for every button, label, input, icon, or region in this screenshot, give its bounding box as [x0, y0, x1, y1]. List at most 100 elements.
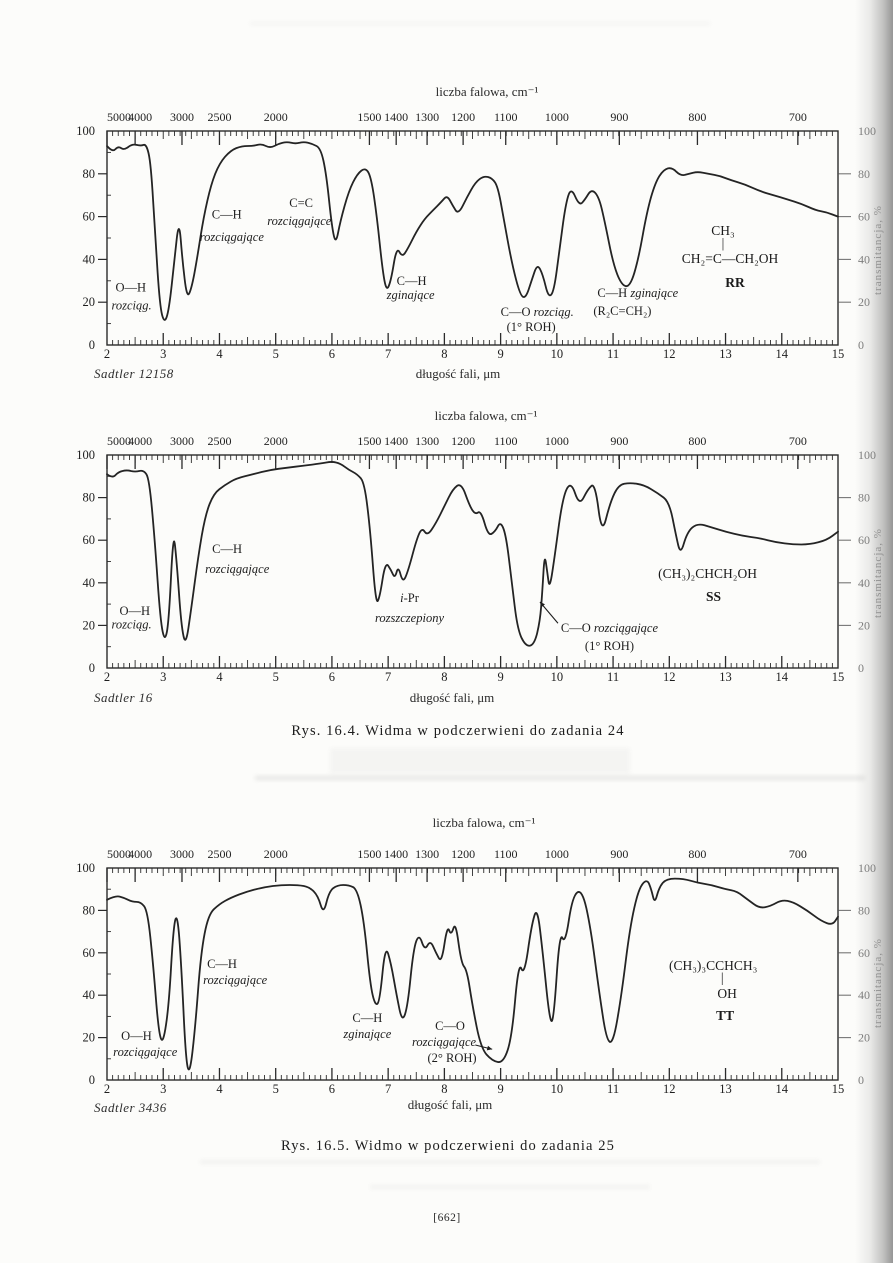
transmittance-tick-label: 20	[83, 295, 96, 309]
transmittance-tick-label: 60	[83, 946, 96, 960]
transmittance-tick-label: 0	[89, 1073, 95, 1087]
wavelength-tick-label: 5	[273, 347, 279, 361]
wavelength-tick-label: 10	[551, 670, 564, 684]
scan-artifact-bleedthrough	[330, 748, 630, 774]
wavenumber-tick-label: 2500	[207, 434, 231, 448]
wavenumber-tick-label: 2500	[207, 110, 231, 124]
page-number: [662]	[433, 1212, 461, 1224]
source-credit: Sadtler 12158	[94, 366, 174, 381]
wavelength-tick-label: 4	[216, 347, 223, 361]
wavenumber-axis-label: liczba falowa, cm⁻¹	[432, 815, 536, 830]
band-annotation: O—H rozciągające	[113, 1029, 178, 1059]
band-annotation-text: (1° ROH)	[585, 639, 634, 653]
band-annotation: C—H rozciągające	[200, 208, 265, 244]
transmittance-tick-label: 80	[83, 491, 96, 505]
wavenumber-tick-label: 900	[610, 847, 628, 861]
band-annotation: C—H rozciągające	[205, 542, 270, 576]
wavelength-axis-label: długość fali, μm	[407, 1097, 493, 1112]
wavenumber-tick-label: 1500	[357, 847, 381, 861]
scan-artifact-bleedthrough	[255, 776, 865, 780]
wavelength-tick-label: 14	[776, 347, 789, 361]
wavenumber-tick-label: 1100	[494, 110, 518, 124]
source-credit: Sadtler 3436	[94, 1100, 167, 1115]
transmittance-tick-label: 80	[83, 903, 96, 917]
bottom-axis-ticks	[112, 333, 833, 345]
scan-artifact-smudge	[250, 22, 710, 25]
wavenumber-tick-label: 1400	[384, 110, 408, 124]
compound-structure: (CH₃)₃CCHCH₃|OH TT	[669, 958, 758, 1023]
band-annotation: C—O rozciągające (2° ROH)	[412, 1019, 493, 1065]
transmittance-tick-label: 80	[83, 167, 96, 181]
wavenumber-tick-label: 1000	[545, 110, 569, 124]
wavenumber-tick-label: 1400	[384, 847, 408, 861]
transmittance-tick-label: 20	[83, 1031, 96, 1045]
wavenumber-tick-label: 3000	[170, 847, 194, 861]
wavenumber-tick-label: 4000	[128, 110, 152, 124]
wavelength-tick-label: 14	[776, 1082, 789, 1096]
wavelength-tick-label: 7	[385, 670, 391, 684]
bottom-axis-ticks	[112, 1068, 833, 1080]
wavelength-tick-label: 14	[776, 670, 789, 684]
compound-structure: CH₃|CH₂=C—CH₂OH RR	[682, 223, 779, 290]
left-axis: 0 20 40 60 80 100	[76, 861, 111, 1087]
band-annotation: i-Pr rozszczepiony	[375, 591, 444, 625]
wavelength-tick-label: 12	[663, 1082, 676, 1096]
wavenumber-tick-label: 1500	[357, 434, 381, 448]
wavenumber-tick-label: 3000	[170, 434, 194, 448]
band-annotation-text: (1° ROH)	[507, 320, 556, 334]
wavenumber-tick-label: 5000	[107, 110, 131, 124]
wavelength-tick-label: 12	[663, 670, 676, 684]
band-annotation-text: C—H	[397, 274, 427, 288]
band-annotation-text: rozciąg.	[111, 299, 151, 313]
wavelength-tick-label: 4	[216, 670, 223, 684]
compound-formula-line: (CH₃)₂CHCH₂OH	[658, 566, 757, 581]
left-axis: 0 20 40 60 80 100	[76, 448, 111, 675]
band-annotation-text: rozciągające	[412, 1035, 477, 1049]
wavenumber-tick-label: 700	[789, 847, 807, 861]
wavenumber-axis-label: liczba falowa, cm⁻¹	[435, 84, 539, 99]
band-annotation-text: rozciągające	[205, 562, 270, 576]
wavenumber-tick-label: 2000	[264, 847, 288, 861]
compound-formula-line: |	[722, 236, 725, 251]
wavelength-tick-labels: 2 3 4 5 6 7 8 9 10 11 12 13 14 15	[104, 1082, 844, 1096]
wavenumber-tick-label: 1300	[415, 110, 439, 124]
wavelength-tick-label: 2	[104, 1082, 110, 1096]
band-annotation-text: rozciągające	[267, 214, 332, 228]
annotation-arrowhead	[486, 1045, 493, 1051]
wavenumber-tick-label: 1200	[451, 847, 475, 861]
wavenumber-tick-label: 1200	[451, 434, 475, 448]
band-annotation-text: rozciągające	[200, 230, 265, 244]
wavenumber-tick-label: 1000	[545, 434, 569, 448]
band-annotation: C=C rozciągające	[267, 196, 332, 228]
band-annotation-text: rozciągające	[113, 1045, 178, 1059]
wavenumber-axis-label: liczba falowa, cm⁻¹	[434, 408, 538, 423]
wavenumber-tick-label: 1100	[494, 847, 518, 861]
wavenumber-tick-label: 800	[688, 110, 706, 124]
transmittance-tick-label: 0	[89, 338, 95, 352]
band-annotation: C—O rozciągające (1° ROH)	[539, 601, 658, 653]
wavelength-tick-label: 3	[160, 670, 166, 684]
transmittance-tick-label: 100	[76, 861, 95, 875]
figure-caption: Rys. 16.4. Widma w podczerwieni do zadan…	[291, 723, 625, 739]
figure-caption: Rys. 16.5. Widmo w podczerwieni do zadan…	[281, 1138, 615, 1154]
wavenumber-tick-label: 5000	[107, 847, 131, 861]
wavenumber-tick-label: 1300	[415, 434, 439, 448]
wavelength-tick-label: 11	[607, 347, 619, 361]
wavelength-tick-label: 2	[104, 347, 110, 361]
source-credit: Sadtler 16	[94, 690, 153, 705]
wavelength-tick-labels: 2 3 4 5 6 7 8 9 10 11 12 13 14 15	[104, 670, 844, 684]
wavelength-tick-label: 9	[497, 1082, 503, 1096]
compound-formula-line: OH	[717, 986, 737, 1001]
compound-code: SS	[706, 589, 721, 604]
wavenumber-tick-label: 700	[789, 434, 807, 448]
wavelength-tick-label: 9	[497, 347, 503, 361]
wavenumber-tick-label: 3000	[170, 110, 194, 124]
wavelength-axis-label: długość fali, μm	[409, 690, 495, 705]
band-annotation-text: zginające	[386, 288, 435, 302]
